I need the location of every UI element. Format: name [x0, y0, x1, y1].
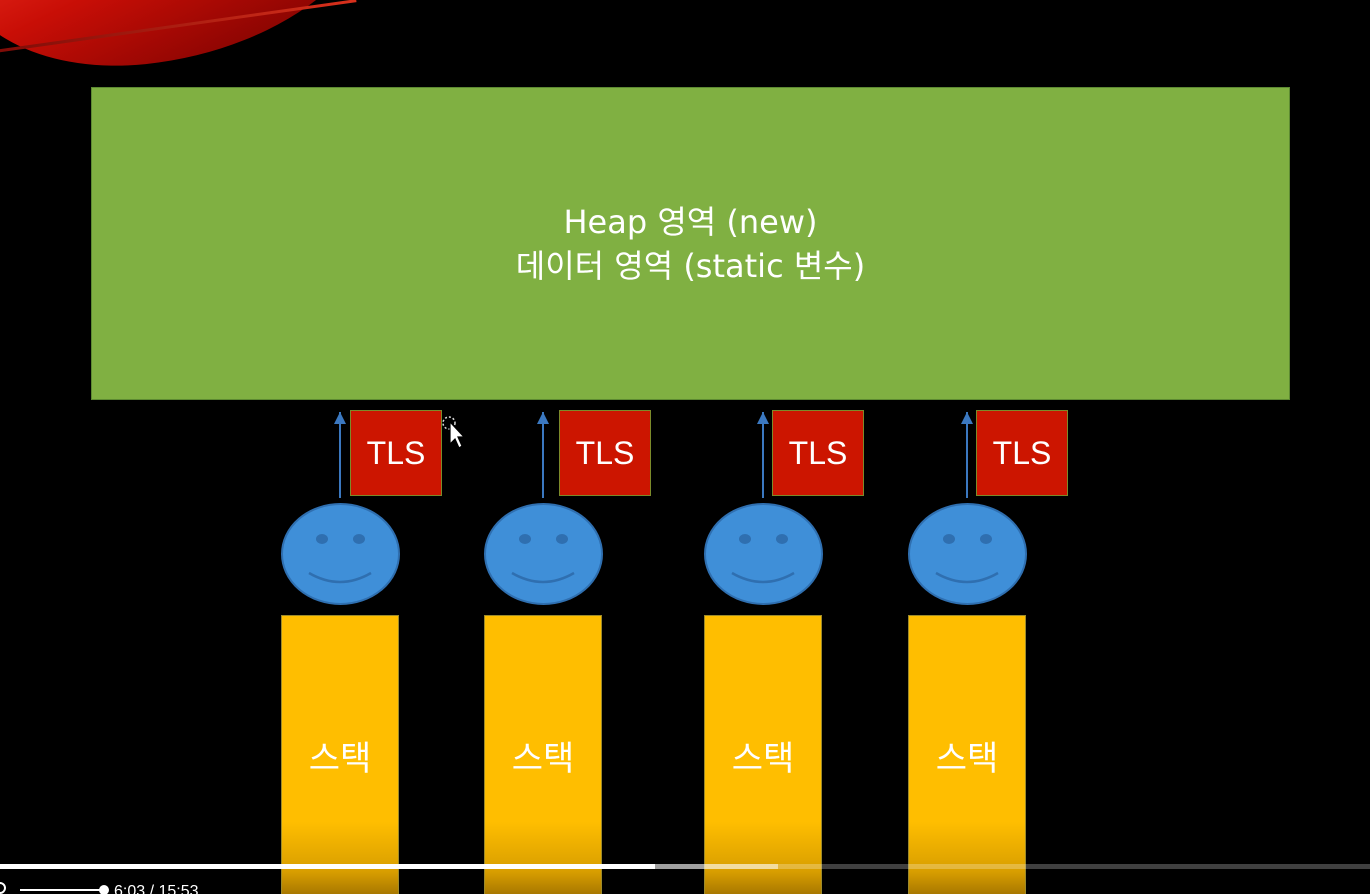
data-region-title: 데이터 영역 (static 변수)	[515, 246, 866, 285]
tls-box: TLS	[559, 410, 651, 496]
smiley-face-icon	[281, 503, 400, 605]
progress-bar[interactable]	[0, 864, 1370, 869]
volume-slider-handle[interactable]	[99, 885, 109, 894]
smiley-face-icon	[484, 503, 603, 605]
tls-box: TLS	[350, 410, 442, 496]
heap-title: Heap 영역 (new)	[563, 202, 818, 241]
stack-box: 스택	[704, 615, 822, 894]
up-arrow-icon	[757, 412, 769, 498]
volume-slider[interactable]	[20, 889, 100, 891]
up-arrow-icon	[961, 412, 973, 498]
video-player-controls: 6:03 / 15:53	[0, 864, 1370, 894]
thread-4: TLS 스택	[908, 400, 1108, 894]
thread-3: TLS 스택	[704, 400, 904, 894]
thread-2: TLS 스택	[484, 400, 684, 894]
heap-data-region-box: Heap 영역 (new) 데이터 영역 (static 변수)	[91, 87, 1290, 400]
stack-box: 스택	[281, 615, 399, 894]
smiley-face-icon	[908, 503, 1027, 605]
stack-box: 스택	[484, 615, 602, 894]
smiley-face-icon	[704, 503, 823, 605]
up-arrow-icon	[537, 412, 549, 498]
stack-box: 스택	[908, 615, 1026, 894]
up-arrow-icon	[334, 412, 346, 498]
tls-box: TLS	[772, 410, 864, 496]
mouse-cursor-icon	[442, 416, 466, 449]
volume-icon[interactable]	[0, 882, 6, 894]
thread-1: TLS 스택	[281, 400, 481, 894]
tls-box: TLS	[976, 410, 1068, 496]
progress-played	[0, 864, 655, 869]
time-display: 6:03 / 15:53	[114, 883, 199, 894]
